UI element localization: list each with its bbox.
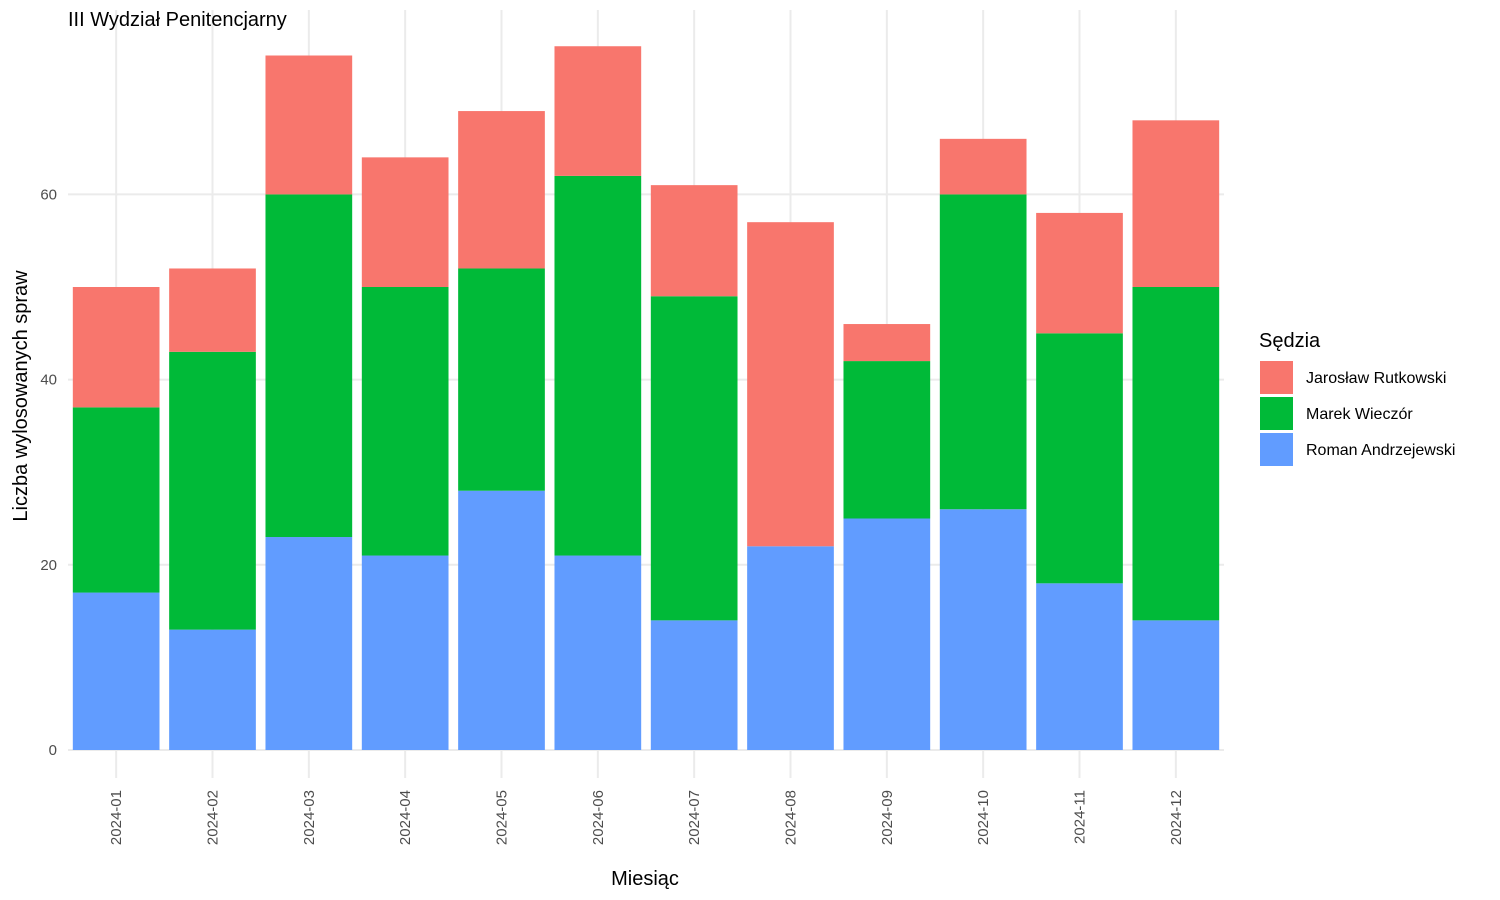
bar-segment [1036,212,1123,334]
x-tick-label: 2024-12 [1168,790,1185,845]
bar-segment [169,351,256,630]
x-axis-title: Miesiąc [611,868,679,890]
bar-segment [1132,120,1220,287]
bar-segment [939,509,1027,750]
bar-segment [361,287,449,556]
bar-segment [72,407,160,593]
x-tick-label: 2024-07 [686,790,703,845]
y-tick-label: 0 [49,742,57,759]
bar-segment [169,629,256,750]
bar-segment [650,620,738,750]
x-tick-label: 2024-11 [1072,790,1089,844]
y-axis-ticks: 0 20 40 60 [40,186,57,759]
x-tick-label: 2024-10 [975,790,992,845]
bar-segment [554,46,642,176]
y-axis-title: Liczba wylosowanych spraw [10,270,32,522]
legend-swatch [1260,361,1293,394]
x-tick-label: 2024-06 [590,790,607,845]
bar-segment [1132,287,1220,621]
bar-segment [554,555,642,750]
bar-segment [265,55,353,195]
bar-segment [843,361,931,519]
legend-label: Jarosław Rutkowski [1306,370,1446,387]
legend: Sędzia Jarosław Rutkowski Marek Wieczór Ro… [1259,330,1455,466]
bar-segment [265,194,353,538]
bar-segment [843,324,931,362]
bar-segment [265,537,353,750]
bar-segment [554,175,642,556]
legend-label: Marek Wieczór [1306,406,1413,423]
legend-swatch [1260,433,1293,466]
bar-segment [458,490,545,750]
bar-segment [72,287,160,408]
x-axis-ticks: 2024-01 2024-02 2024-03 2024-04 2024-05 2024-… [108,790,1185,845]
bar-segment [458,111,545,269]
legend-title: Sędzia [1259,330,1321,352]
bar-segment [843,518,931,750]
bar-segment [361,157,449,287]
bar-segment [747,222,834,547]
bar-segment [747,546,834,750]
bar-segment [939,138,1027,195]
x-tick-label: 2024-05 [494,790,511,845]
bar-segment [1132,620,1220,750]
bars [72,46,1220,750]
bar-segment [1036,333,1123,584]
legend-swatch [1260,397,1293,430]
bar-segment [650,296,738,621]
x-tick-label: 2024-03 [301,790,318,845]
bar-segment [458,268,545,491]
x-tick-label: 2024-09 [879,790,896,845]
y-tick-label: 40 [40,372,57,389]
chart-title: III Wydział Penitencjarny [68,9,287,31]
bar-segment [939,194,1027,510]
bar-segment [1036,583,1123,750]
bar-segment [72,592,160,750]
bar-segment [361,555,449,750]
x-tick-label: 2024-04 [397,790,414,845]
bar-segment [650,185,738,297]
y-tick-label: 60 [40,186,57,203]
x-tick-label: 2024-02 [205,790,222,845]
x-tick-label: 2024-08 [783,790,800,845]
x-tick-label: 2024-01 [108,790,125,845]
y-tick-label: 20 [40,557,57,574]
bar-segment [169,268,256,352]
legend-label: Roman Andrzejewski [1306,442,1455,459]
